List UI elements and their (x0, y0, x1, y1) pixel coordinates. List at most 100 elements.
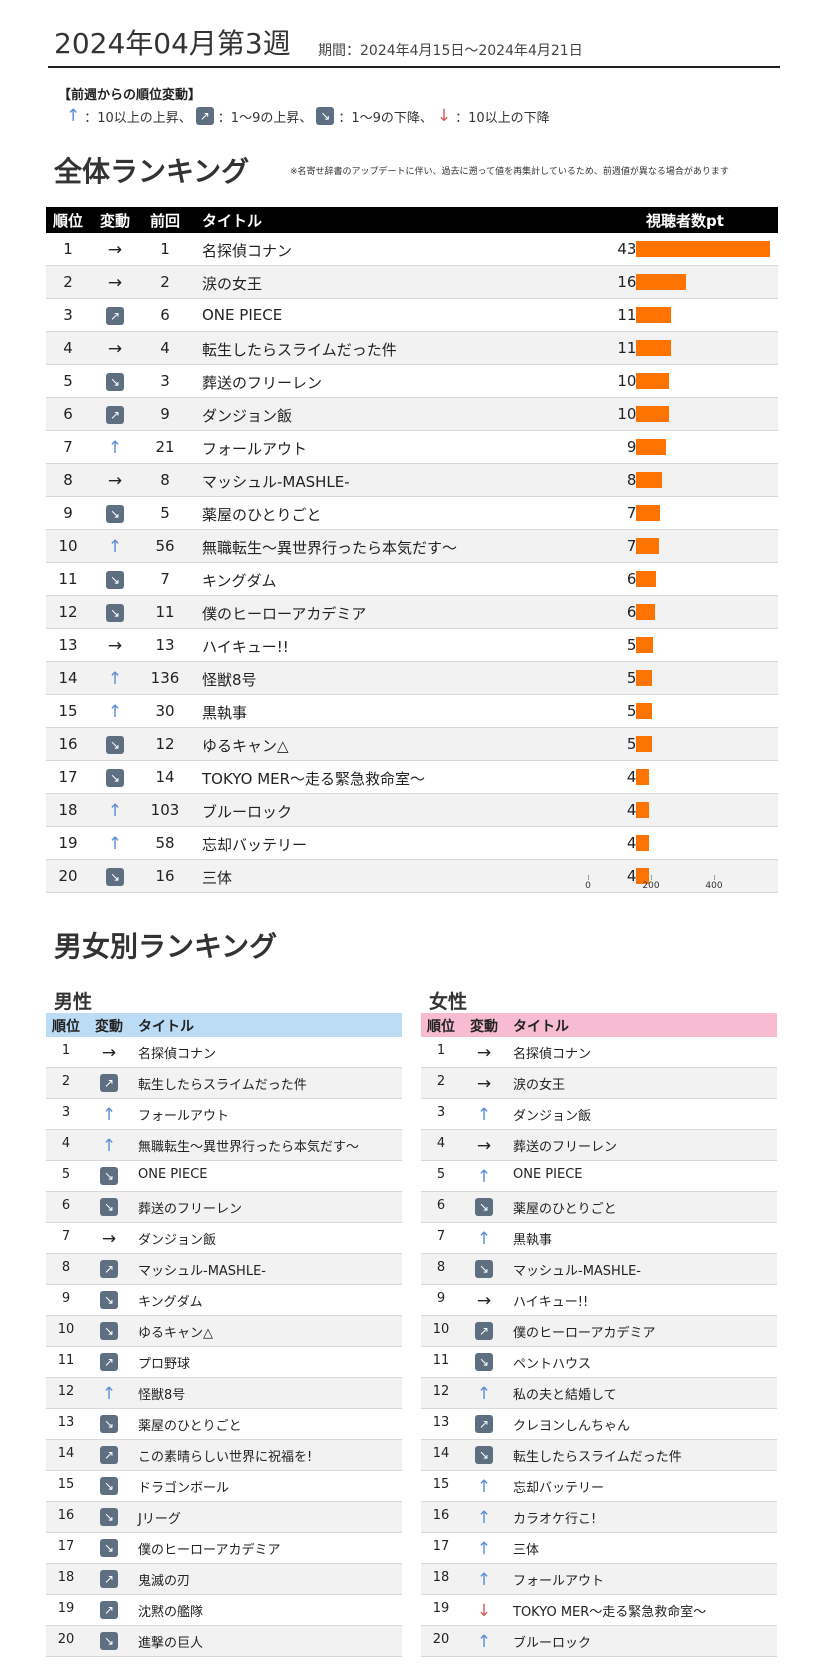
female-table-row: 15 ↑ 忘却バッテリー (421, 1471, 777, 1502)
title-cell: 忘却バッテリー (513, 1481, 605, 1496)
up-big-arrow-icon: ↑ (476, 1632, 492, 1652)
table-row: 19↑58忘却バッテリー42 (46, 827, 778, 860)
prev-rank-cell: 136 (150, 669, 180, 687)
prev-rank-cell: 12 (155, 735, 175, 753)
move-cell: → (93, 339, 137, 359)
prev-rank-cell: 2 (160, 273, 170, 291)
move-cell: ↑ (93, 702, 137, 722)
table-row: 15↑30黒執事53 (46, 695, 778, 728)
up-big-arrow-icon: ↑ (101, 1384, 117, 1404)
up-big-arrow-icon: ↑ (476, 1167, 492, 1187)
rank-cell: 5 (436, 1167, 446, 1182)
value-bar (636, 703, 653, 719)
move-cell: ↑ (466, 1508, 502, 1528)
female-table-row: 1 → 名探偵コナン (421, 1037, 777, 1068)
male-table-row: 8 ↗ マッシュル-MASHLE- (46, 1254, 402, 1285)
table-row: 2 → 2 涙の女王 162 (46, 266, 778, 299)
title-cell: マッシュル-MASHLE- (513, 1264, 641, 1279)
title-cell: 無職転生〜異世界行ったら本気だす〜 (202, 539, 458, 557)
up-small-arrow-icon: ↗ (100, 1074, 118, 1092)
down-small-arrow-icon: ↘ (475, 1353, 493, 1371)
value-bar (636, 868, 649, 884)
title-cell: この素晴らしい世界に祝福を! (138, 1450, 313, 1465)
male-ranking-table: 男性 順位 変動 タイトル 1 → 名探偵コナン 2 ↗ 転生したらスライムだった件 3 ↑ フ… (46, 987, 402, 1657)
rank-cell: 2 (63, 273, 73, 291)
title-cell: 葬送のフリーレン (202, 374, 323, 392)
rank-cell: 18 (432, 1570, 450, 1585)
table-row: 14↑136怪獣8号53 (46, 662, 778, 695)
move-cell: ↗ (91, 1601, 127, 1619)
legend-title: 【前週からの順位変動】 (58, 88, 202, 103)
up-big-arrow-icon: ↑ (476, 1229, 492, 1249)
down-big-arrow-icon: ↓ (476, 1601, 492, 1621)
rank-cell: 11 (57, 1353, 75, 1368)
rank-cell: 9 (436, 1291, 446, 1306)
rank-cell: 6 (63, 405, 73, 423)
value-bar (636, 307, 671, 323)
move-cell: ↑ (466, 1229, 502, 1249)
up-big-arrow-icon: ↑ (107, 537, 123, 557)
value-bar (636, 571, 656, 587)
female-table-row: 11 ↘ ペントハウス (421, 1347, 777, 1378)
male-table-row: 11 ↗ プロ野球 (46, 1347, 402, 1378)
move-cell: → (466, 1074, 502, 1094)
female-table-row: 6 ↘ 薬屋のひとりごと (421, 1192, 777, 1223)
female-header-title: タイトル (513, 1019, 569, 1035)
title-cell: ハイキュー!! (513, 1295, 589, 1310)
prev-rank-cell: 13 (155, 636, 175, 654)
prev-rank-cell: 30 (155, 702, 175, 720)
title-cell: ダンジョン飯 (138, 1233, 217, 1248)
male-table-row: 12 ↑ 怪獣8号 (46, 1378, 402, 1409)
move-cell: ↑ (466, 1570, 502, 1590)
legend-text: ：1〜9の上昇、 (217, 110, 313, 126)
male-table-row: 15 ↘ ドラゴンボール (46, 1471, 402, 1502)
table-row: 3 ↗ 6 ONE PIECE 114 (46, 299, 778, 332)
female-header-move: 変動 (470, 1019, 498, 1035)
female-table-row: 5 ↑ ONE PIECE (421, 1161, 777, 1192)
rank-cell: 13 (57, 1415, 75, 1430)
move-cell: ↑ (466, 1384, 502, 1404)
move-cell: ↗ (466, 1415, 502, 1433)
right-arrow-icon: → (107, 339, 123, 359)
rank-cell: 8 (63, 471, 73, 489)
rank-cell: 9 (61, 1291, 71, 1306)
rank-cell: 3 (61, 1105, 71, 1120)
page-header: 2024年04月第3週 期間：2024年4月15日〜2024年4月21日 (48, 18, 780, 68)
overall-ranking-table: 順位 変動 前回 タイトル 視聴者数pt 1 → 1 名探偵コナン 4 3 8 2 → 2 涙の女王… (46, 207, 778, 893)
move-cell: ↘ (466, 1198, 502, 1216)
table-row: 5 ↘ 3 葬送のフリーレン 109 (46, 365, 778, 398)
axis-tick (588, 875, 589, 880)
value-bar (636, 538, 660, 554)
rank-cell: 3 (63, 306, 73, 324)
axis-tick (714, 875, 715, 880)
rank-cell: 14 (58, 669, 78, 687)
title-cell: マッシュル-MASHLE- (138, 1264, 266, 1279)
up-small-arrow-icon: ↗ (475, 1322, 493, 1340)
right-arrow-icon: → (476, 1291, 492, 1311)
up-small-arrow-icon: ↗ (100, 1570, 118, 1588)
down-small-arrow-icon: ↘ (106, 570, 124, 589)
prev-rank-cell: 103 (150, 801, 180, 819)
rank-cell: 10 (57, 1322, 75, 1337)
female-label: 女性 (429, 991, 468, 1013)
up-big-arrow-icon: ↑ (476, 1508, 492, 1528)
rank-cell: 16 (58, 735, 78, 753)
rank-cell: 12 (58, 603, 78, 621)
move-cell: ↗ (91, 1353, 127, 1371)
female-table-row: 2 → 涙の女王 (421, 1068, 777, 1099)
down-small-arrow-icon: ↘ (100, 1415, 118, 1433)
up-big-arrow-icon: ↑ (101, 1136, 117, 1156)
rank-cell: 20 (58, 867, 78, 885)
rank-cell: 19 (58, 834, 78, 852)
up-small-arrow-icon: ↗ (475, 1415, 493, 1433)
move-cell: ↑ (466, 1167, 502, 1187)
down-small-arrow-icon: ↘ (100, 1508, 118, 1526)
move-cell: ↑ (466, 1539, 502, 1559)
overall-section-title: 全体ランキング (54, 155, 250, 188)
rank-cell: 3 (436, 1105, 446, 1120)
down-small-arrow-icon: ↘ (100, 1539, 118, 1557)
move-cell: ↗ (91, 1446, 127, 1464)
value-bar (636, 340, 671, 356)
rank-cell: 15 (57, 1477, 75, 1492)
male-table-row: 7 → ダンジョン飯 (46, 1223, 402, 1254)
